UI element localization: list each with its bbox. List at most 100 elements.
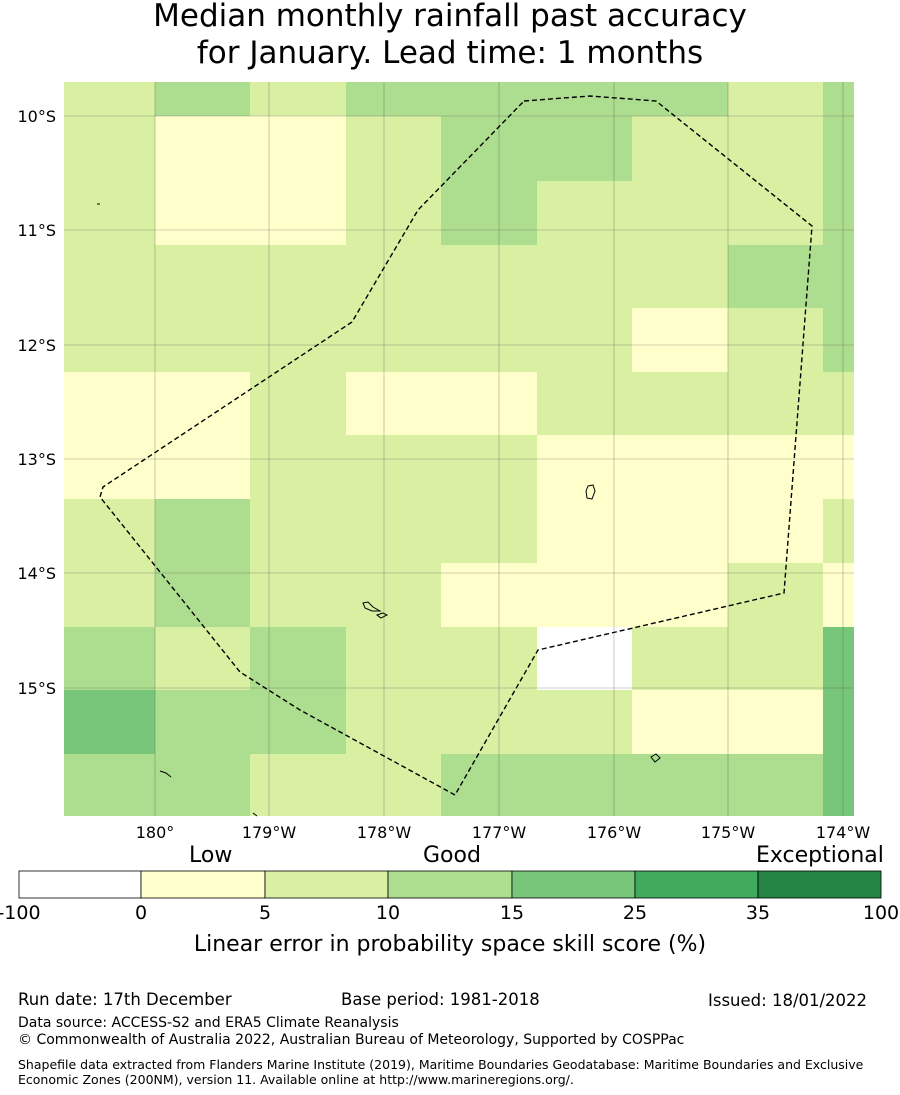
skill-cell xyxy=(823,181,854,245)
skill-cell xyxy=(441,690,537,754)
skill-cell xyxy=(346,690,441,754)
skill-cell xyxy=(250,754,346,816)
skill-cell xyxy=(346,116,441,181)
skill-cell xyxy=(155,627,250,690)
skill-cell xyxy=(64,116,155,181)
skill-cell xyxy=(728,181,823,245)
colorbar-segment xyxy=(387,870,513,899)
island xyxy=(252,812,258,817)
skill-cell xyxy=(346,245,441,308)
graticule xyxy=(64,82,854,816)
skill-cell xyxy=(441,754,537,816)
latitude-label: 10°S xyxy=(17,107,56,126)
skill-cell xyxy=(632,690,728,754)
colorbar-segment xyxy=(757,870,882,899)
island xyxy=(362,601,382,612)
skill-cell xyxy=(250,82,346,116)
skill-cell xyxy=(537,308,632,372)
skill-cell xyxy=(64,627,155,690)
skill-cell xyxy=(823,308,854,372)
skill-cell xyxy=(346,308,441,372)
skill-cell xyxy=(441,82,537,116)
island xyxy=(650,753,661,763)
skill-cell xyxy=(155,435,250,499)
skill-cell xyxy=(728,435,823,499)
skill-cell xyxy=(250,181,346,245)
skill-cell xyxy=(155,372,250,435)
skill-cell xyxy=(728,754,823,816)
skill-cell xyxy=(64,690,155,754)
skill-cell xyxy=(250,372,346,435)
skill-cell xyxy=(728,116,823,181)
base-period: Base period: 1981-2018 xyxy=(341,990,540,1009)
skill-cell xyxy=(537,116,632,181)
skill-cell xyxy=(64,563,155,627)
skill-cell xyxy=(823,627,854,690)
skill-cell xyxy=(250,690,346,754)
colorbar-word-good: Good xyxy=(423,843,481,868)
skill-cell xyxy=(250,499,346,563)
skill-cell xyxy=(64,181,155,245)
skill-cell xyxy=(537,181,632,245)
colorbar-label: Linear error in probability space skill … xyxy=(193,932,707,957)
skill-cell xyxy=(537,499,632,563)
skill-cell xyxy=(441,435,537,499)
colorbar-tick: 35 xyxy=(745,902,771,924)
skill-cell xyxy=(728,627,823,690)
skill-cell xyxy=(728,563,823,627)
data-source: Data source: ACCESS-S2 and ERA5 Climate … xyxy=(18,1015,399,1031)
skill-cell xyxy=(632,181,728,245)
skill-cell xyxy=(728,690,823,754)
skill-cell xyxy=(250,245,346,308)
skill-cell xyxy=(823,690,854,754)
skill-cell xyxy=(155,181,250,245)
skill-cell xyxy=(250,435,346,499)
skill-cell xyxy=(64,372,155,435)
map-title-line1: Median monthly rainfall past accuracy xyxy=(153,0,747,34)
longitude-label: 175°W xyxy=(701,823,756,840)
skill-cell xyxy=(64,245,155,308)
colorbar-segment xyxy=(511,870,636,899)
skill-cell xyxy=(632,245,728,308)
skill-cell xyxy=(346,499,441,563)
skill-cell xyxy=(441,181,537,245)
run-date: Run date: 17th December xyxy=(18,990,232,1009)
skill-cell xyxy=(537,627,632,690)
skill-cell xyxy=(823,245,854,308)
skill-cell xyxy=(64,435,155,499)
latitude-label: 11°S xyxy=(17,221,56,240)
skill-cell xyxy=(537,754,632,816)
skill-cell xyxy=(632,308,728,372)
colorbar-segment xyxy=(264,870,389,899)
skill-cell xyxy=(64,754,155,816)
skill-cell xyxy=(537,435,632,499)
skill-cell xyxy=(823,563,854,627)
map-title-line2: for January. Lead time: 1 months xyxy=(196,35,704,71)
copyright: © Commonwealth of Australia 2022, Austra… xyxy=(18,1032,685,1048)
issued-date: Issued: 18/01/2022 xyxy=(708,991,868,1010)
skill-cell xyxy=(346,181,441,245)
skill-cell xyxy=(64,308,155,372)
skill-cell xyxy=(632,754,728,816)
skill-cell xyxy=(346,563,441,627)
skill-cell xyxy=(441,627,537,690)
skill-cell xyxy=(823,372,854,435)
skill-cell xyxy=(155,499,250,563)
colorbar-word-exceptional: Exceptional xyxy=(756,843,884,868)
skill-cell xyxy=(632,372,728,435)
skill-cell xyxy=(441,245,537,308)
skill-cell xyxy=(346,372,441,435)
skill-cell xyxy=(823,435,854,499)
skill-cell xyxy=(537,372,632,435)
skill-cell xyxy=(632,435,728,499)
shapefile-credit: Shapefile data extracted from Flanders M… xyxy=(18,1057,864,1087)
skill-cell xyxy=(728,308,823,372)
skill-cell xyxy=(155,563,250,627)
longitude-label: 176°W xyxy=(587,823,642,840)
skill-cell xyxy=(823,116,854,181)
skill-cell xyxy=(537,690,632,754)
longitude-labels: 180° 179°W 178°W 177°W 176°W 175°W 174°W xyxy=(136,823,871,840)
skill-cell xyxy=(250,308,346,372)
colorbar-word-low: Low xyxy=(189,843,233,868)
skill-map: 10°S11°S12°S13°S14°S15°S 180° 179°W 178°W 1… xyxy=(17,82,871,840)
